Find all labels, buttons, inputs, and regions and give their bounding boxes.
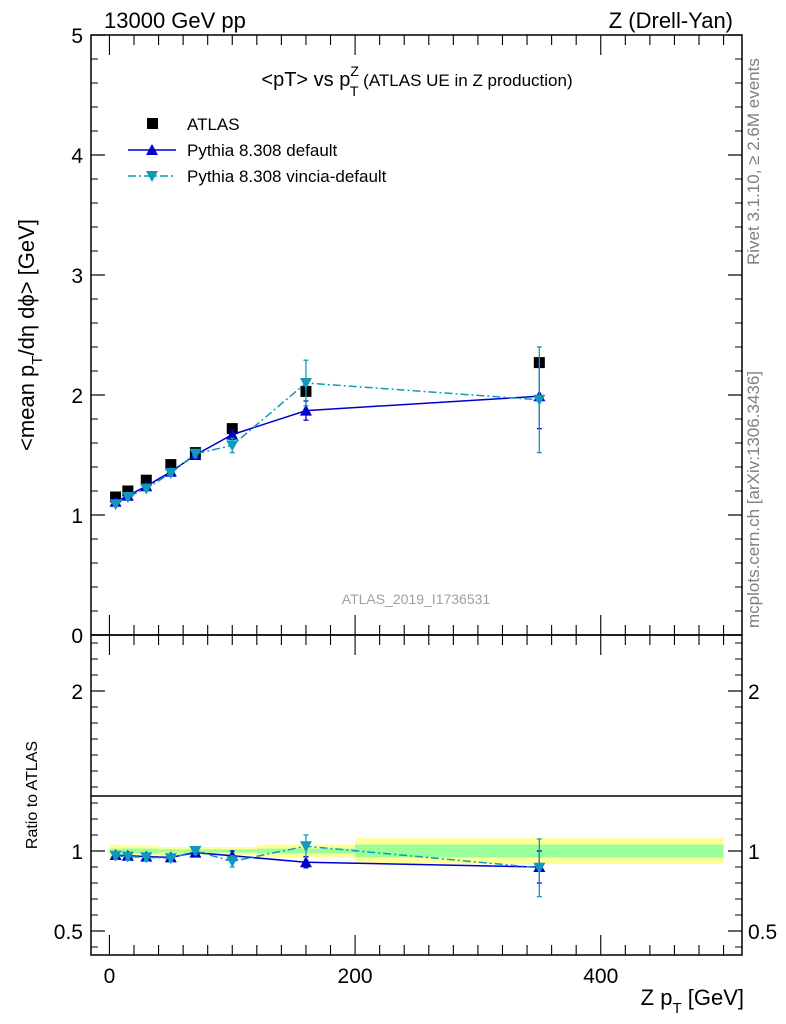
- legend-label-atlas: ATLAS: [187, 115, 240, 134]
- ratio-y-tick-label-right: 1: [748, 841, 760, 864]
- ratio-panel: 0.5 0.5 1 1 2 2 0 200 400 Ratio to ATLAS Z pT […: [24, 634, 777, 1017]
- ratio-y-tick-label-right: 0.5: [748, 921, 777, 944]
- atlas-data-marker: [165, 459, 177, 471]
- ratio-y-tick-label-right: 2: [748, 681, 760, 704]
- y-label-pre: <mean p: [14, 365, 39, 451]
- x-tick-label: 200: [338, 965, 373, 988]
- pythia-vincia-line: [115, 382, 540, 505]
- ratio-y-tick-label: 1: [71, 841, 83, 864]
- ratio-band-inner: [158, 849, 184, 853]
- ratio-pythia-vincia-marker: [189, 846, 202, 857]
- analysis-watermark: ATLAS_2019_I1736531: [342, 591, 491, 607]
- main-y-tick-label: 1: [71, 505, 83, 528]
- ratio-pythia-default-marker: [299, 856, 312, 868]
- ratio-pythia-vincia-marker: [533, 862, 546, 874]
- chart-title-sub: T: [350, 83, 359, 99]
- main-y-tick-label: 3: [71, 265, 83, 288]
- main-y-tick-label: 2: [71, 385, 83, 408]
- x-label-post: [GeV]: [682, 985, 744, 1010]
- chart-title-sup: Z: [350, 63, 359, 79]
- main-y-tick-label: 4: [71, 145, 83, 168]
- pythia-vincia-marker: [299, 378, 312, 389]
- pythia-vincia-marker: [533, 394, 546, 406]
- y-label-sub: T: [29, 356, 46, 365]
- rivet-version-label: Rivet 3.1.10, ≥ 2.6M events: [744, 58, 763, 265]
- chart-title-suffix: (ATLAS UE in Z production): [358, 71, 572, 90]
- main-series-group: [109, 346, 546, 511]
- ratio-y-tick-label: 2: [71, 681, 83, 704]
- x-label-sub: T: [672, 1000, 681, 1017]
- ratio-pythia-vincia-line: [115, 845, 540, 869]
- pythia-vincia-marker: [121, 492, 134, 503]
- ratio-plot-frame: [90, 634, 743, 956]
- header-left-label: 13000 GeV pp: [104, 8, 246, 33]
- legend-label-pythia-vincia: Pythia 8.308 vincia-default: [187, 167, 387, 186]
- ratio-pythia-vincia-marker: [109, 850, 122, 862]
- pythia-vincia-marker: [140, 483, 153, 495]
- pythia-vincia-marker: [226, 440, 239, 452]
- header-right-label: Z (Drell-Yan): [609, 8, 733, 33]
- chart-title: <pT> vs pZ T (ATLAS UE in Z production): [261, 63, 572, 99]
- ratio-y-axis-label: Ratio to ATLAS: [24, 741, 41, 849]
- ratio-x-ticks: 0 200 400: [104, 635, 725, 988]
- x-label-pre: Z p: [641, 985, 673, 1010]
- pythia-vincia-marker: [189, 448, 202, 460]
- ratio-uncertainty-bands: [109, 838, 724, 864]
- ratio-pythia-vincia-marker: [164, 853, 177, 865]
- x-axis-label: Z pT [GeV]: [641, 985, 744, 1017]
- ratio-y-ticks: 0.5 0.5 1 1 2 2: [54, 642, 777, 948]
- y-label-post: /dη dϕ> [GeV]: [14, 219, 39, 355]
- pythia-vincia-marker: [109, 499, 122, 511]
- main-x-ticks: [108, 35, 725, 635]
- legend: ATLAS Pythia 8.308 default Pythia 8.308 …: [128, 115, 387, 186]
- main-y-ticks: 0 1 2 3 4 5: [71, 25, 742, 648]
- ratio-pythia-vincia-marker: [226, 856, 239, 868]
- ratio-pythia-vincia-marker: [121, 851, 134, 863]
- ratio-pythia-vincia-marker: [299, 841, 312, 853]
- ratio-series-group: [109, 834, 546, 898]
- ratio-pythia-vincia-marker: [140, 852, 153, 864]
- ratio-y-tick-label: 0.5: [54, 921, 83, 944]
- main-y-tick-label: 0: [71, 625, 83, 648]
- chart-title-main: <pT> vs p: [261, 69, 350, 91]
- main-y-axis-label: <mean pT/dη dϕ> [GeV]: [14, 219, 46, 451]
- x-tick-label: 0: [104, 965, 116, 988]
- pythia-default-marker: [299, 404, 312, 416]
- legend-label-pythia-default: Pythia 8.308 default: [187, 141, 338, 160]
- legend-marker-pythia-default: [146, 144, 158, 155]
- pythia-default-marker: [226, 428, 239, 440]
- main-y-tick-label: 5: [71, 25, 83, 48]
- pythia-vincia-marker: [164, 468, 177, 479]
- legend-marker-atlas: [147, 118, 158, 129]
- mcplots-source-label: mcplots.cern.ch [arXiv:1306.3436]: [744, 371, 763, 628]
- legend-marker-pythia-vincia: [146, 171, 158, 182]
- x-tick-label: 400: [583, 965, 618, 988]
- pythia-default-line: [115, 395, 540, 503]
